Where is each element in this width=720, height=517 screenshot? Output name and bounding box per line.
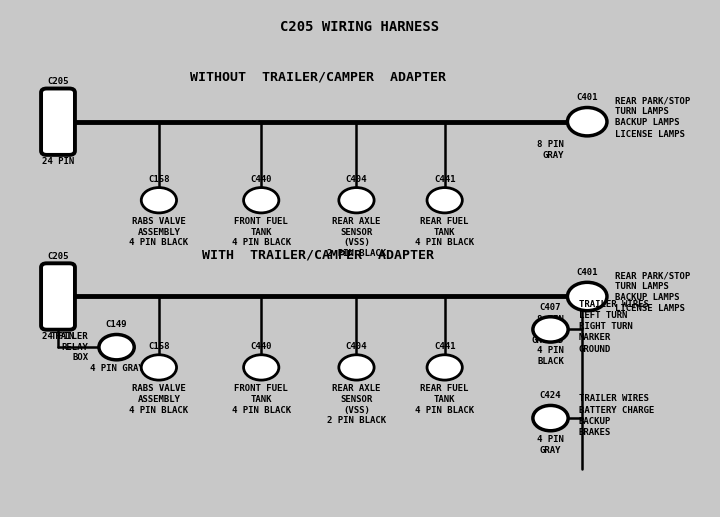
- Text: 4 PIN GRAY: 4 PIN GRAY: [90, 364, 143, 373]
- Circle shape: [427, 355, 462, 380]
- Text: WITHOUT  TRAILER/CAMPER  ADAPTER: WITHOUT TRAILER/CAMPER ADAPTER: [189, 71, 446, 84]
- Text: C205 WIRING HARNESS: C205 WIRING HARNESS: [280, 20, 440, 34]
- Text: 8 PIN
GRAY: 8 PIN GRAY: [537, 140, 564, 160]
- Text: C158: C158: [148, 342, 170, 351]
- Text: C424: C424: [540, 391, 562, 400]
- Text: 24 PIN: 24 PIN: [42, 157, 74, 166]
- Circle shape: [533, 405, 568, 431]
- FancyBboxPatch shape: [41, 88, 75, 155]
- Circle shape: [567, 282, 607, 311]
- Text: FRONT FUEL
TANK
4 PIN BLACK: FRONT FUEL TANK 4 PIN BLACK: [232, 384, 291, 415]
- Text: C441: C441: [434, 175, 456, 184]
- Text: WITH  TRAILER/CAMPER  ADAPTER: WITH TRAILER/CAMPER ADAPTER: [202, 248, 433, 261]
- Circle shape: [141, 188, 176, 213]
- Text: C440: C440: [251, 342, 272, 351]
- Text: TRAILER
RELAY
BOX: TRAILER RELAY BOX: [50, 332, 89, 362]
- Text: REAR AXLE
SENSOR
(VSS)
2 PIN BLACK: REAR AXLE SENSOR (VSS) 2 PIN BLACK: [327, 384, 386, 425]
- Text: TRAILER WIRES
LEFT TURN
RIGHT TURN
MARKER
GROUND: TRAILER WIRES LEFT TURN RIGHT TURN MARKE…: [579, 300, 649, 354]
- Text: C205: C205: [48, 78, 68, 86]
- Text: C205: C205: [48, 252, 68, 261]
- Text: C404: C404: [346, 342, 367, 351]
- Circle shape: [567, 108, 607, 136]
- Text: C404: C404: [346, 175, 367, 184]
- Text: C407: C407: [540, 302, 562, 312]
- Circle shape: [339, 188, 374, 213]
- Text: C441: C441: [434, 342, 456, 351]
- Circle shape: [339, 355, 374, 380]
- Text: 24 PIN: 24 PIN: [42, 332, 74, 341]
- FancyBboxPatch shape: [41, 263, 75, 330]
- Text: C149: C149: [106, 321, 127, 329]
- Text: RABS VALVE
ASSEMBLY
4 PIN BLACK: RABS VALVE ASSEMBLY 4 PIN BLACK: [130, 217, 189, 248]
- Text: REAR FUEL
TANK
4 PIN BLACK: REAR FUEL TANK 4 PIN BLACK: [415, 384, 474, 415]
- Text: C440: C440: [251, 175, 272, 184]
- Circle shape: [99, 334, 134, 360]
- Text: FRONT FUEL
TANK
4 PIN BLACK: FRONT FUEL TANK 4 PIN BLACK: [232, 217, 291, 248]
- Text: TRAILER WIRES
BATTERY CHARGE
BACKUP
BRAKES: TRAILER WIRES BATTERY CHARGE BACKUP BRAK…: [579, 394, 654, 437]
- Circle shape: [427, 188, 462, 213]
- Text: C401: C401: [577, 268, 598, 277]
- Text: C158: C158: [148, 175, 170, 184]
- Text: C401: C401: [577, 94, 598, 102]
- Text: RABS VALVE
ASSEMBLY
4 PIN BLACK: RABS VALVE ASSEMBLY 4 PIN BLACK: [130, 384, 189, 415]
- Text: REAR PARK/STOP
TURN LAMPS
BACKUP LAMPS
LICENSE LAMPS: REAR PARK/STOP TURN LAMPS BACKUP LAMPS L…: [616, 271, 690, 313]
- Circle shape: [141, 355, 176, 380]
- Text: 8 PIN
GRAY
GROUND: 8 PIN GRAY GROUND: [531, 315, 564, 345]
- Text: 4 PIN
GRAY: 4 PIN GRAY: [537, 435, 564, 454]
- Text: REAR PARK/STOP
TURN LAMPS
BACKUP LAMPS
LICENSE LAMPS: REAR PARK/STOP TURN LAMPS BACKUP LAMPS L…: [616, 96, 690, 139]
- Circle shape: [243, 188, 279, 213]
- Text: REAR FUEL
TANK
4 PIN BLACK: REAR FUEL TANK 4 PIN BLACK: [415, 217, 474, 248]
- Circle shape: [243, 355, 279, 380]
- Text: 4 PIN
BLACK: 4 PIN BLACK: [537, 346, 564, 366]
- Text: REAR AXLE
SENSOR
(VSS)
2 PIN BLACK: REAR AXLE SENSOR (VSS) 2 PIN BLACK: [327, 217, 386, 258]
- Circle shape: [533, 317, 568, 342]
